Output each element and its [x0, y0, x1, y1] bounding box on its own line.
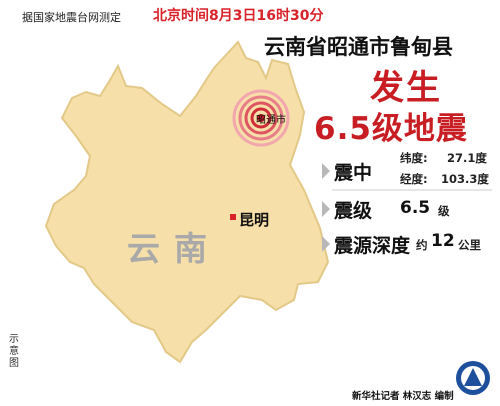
epicenter-city-label: 昭通市: [256, 115, 286, 126]
quake-datetime: 北京时间8月3日16时30分: [153, 8, 324, 24]
depth-unit: 公里: [458, 238, 481, 252]
depth-arrow-icon: [322, 236, 330, 252]
capital-label: 昆明: [239, 211, 270, 229]
magnitude-label: 震级: [334, 200, 373, 222]
epicenter-rings: [232, 89, 290, 147]
headline-magnitude: 6.5级地震: [314, 111, 468, 147]
capital-marker: [230, 214, 236, 220]
longitude-value: 103.3度: [441, 172, 489, 186]
depth-label: 震源深度: [334, 235, 411, 257]
depth-prefix: 约: [416, 238, 428, 252]
headline-occurred: 发生: [370, 68, 442, 108]
longitude-label: 经度:: [400, 172, 428, 186]
province-label: 云南: [127, 229, 221, 268]
schematic-note: 示意图: [9, 334, 19, 369]
yunnan-province-shape: [44, 40, 330, 364]
epicenter-label: 震中: [334, 162, 373, 184]
latitude-value: 27.1度: [447, 151, 487, 165]
source-text: 据国家地震台网测定: [22, 11, 121, 24]
epicenter-arrow-icon: [322, 163, 330, 179]
magnitude-unit: 级: [438, 204, 450, 218]
depth-value: 12: [431, 231, 455, 251]
magnitude-value: 6.5: [400, 198, 431, 218]
magnitude-arrow-icon: [322, 201, 330, 217]
quake-region: 云南省昭通市鲁甸县: [264, 35, 453, 59]
xinhua-logo-icon: [456, 361, 490, 395]
latitude-label: 纬度:: [400, 151, 428, 165]
credit-text: 新华社记者 林汉志 编制: [352, 391, 454, 402]
